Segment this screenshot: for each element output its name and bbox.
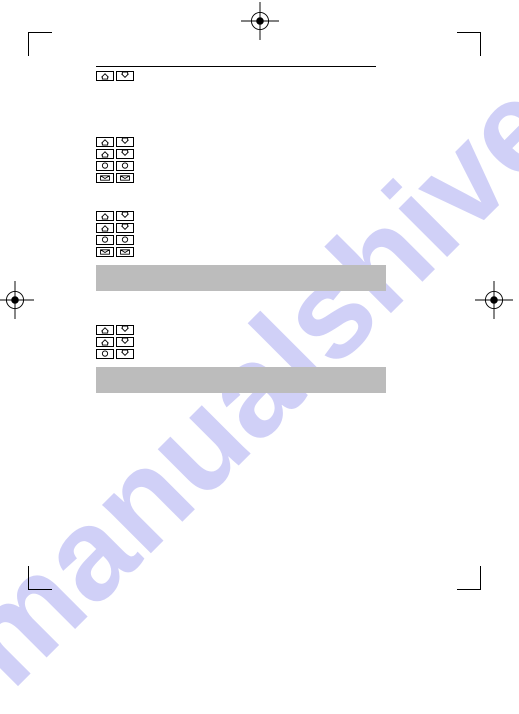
registration-mark-left xyxy=(0,281,34,319)
highlight-band xyxy=(96,367,386,393)
icon-row xyxy=(96,71,396,81)
icon-env_left xyxy=(96,173,114,183)
registration-mark-top xyxy=(241,2,279,40)
icon-env_right xyxy=(116,247,134,257)
crop-mark-bl xyxy=(28,566,52,590)
icon-circle xyxy=(96,349,114,359)
divider xyxy=(96,66,376,67)
icon-env_left xyxy=(96,247,114,257)
highlight-band xyxy=(96,265,386,291)
icon-home_up xyxy=(96,337,114,347)
icon-home_up xyxy=(96,223,114,233)
icon-home_down xyxy=(116,149,134,159)
icon-row xyxy=(96,137,396,147)
crop-mark-tr xyxy=(457,32,481,56)
icon-env_right xyxy=(116,173,134,183)
icon-home_up xyxy=(96,325,114,335)
gap xyxy=(96,185,396,209)
icon-row xyxy=(96,247,396,257)
crop-mark-br xyxy=(457,566,481,590)
icon-home_down xyxy=(116,211,134,221)
icon-home_down xyxy=(116,71,134,81)
spacer xyxy=(96,83,396,135)
icon-home_up xyxy=(96,211,114,221)
icon-home_down xyxy=(116,325,134,335)
icon-circle xyxy=(96,235,114,245)
icon-home_up xyxy=(96,137,114,147)
icon-row xyxy=(96,149,396,159)
icon-home_up xyxy=(96,149,114,159)
icon-row xyxy=(96,211,396,221)
icon-row xyxy=(96,223,396,233)
icon-circle xyxy=(116,235,134,245)
icon-row xyxy=(96,173,396,183)
icon-home_down xyxy=(116,337,134,347)
crop-mark-tl xyxy=(28,32,52,56)
document-body xyxy=(96,66,396,401)
icon-row xyxy=(96,349,396,359)
icon-circle xyxy=(96,161,114,171)
icon-home_down xyxy=(116,137,134,147)
icon-row xyxy=(96,325,396,335)
icon-row xyxy=(96,337,396,347)
icon-home_down xyxy=(116,349,134,359)
page-content xyxy=(0,0,519,600)
registration-mark-right xyxy=(475,281,513,319)
icon-home_up xyxy=(96,71,114,81)
icon-row xyxy=(96,235,396,245)
gap xyxy=(96,299,396,323)
icon-circle xyxy=(116,161,134,171)
icon-row xyxy=(96,161,396,171)
icon-home_down xyxy=(116,223,134,233)
